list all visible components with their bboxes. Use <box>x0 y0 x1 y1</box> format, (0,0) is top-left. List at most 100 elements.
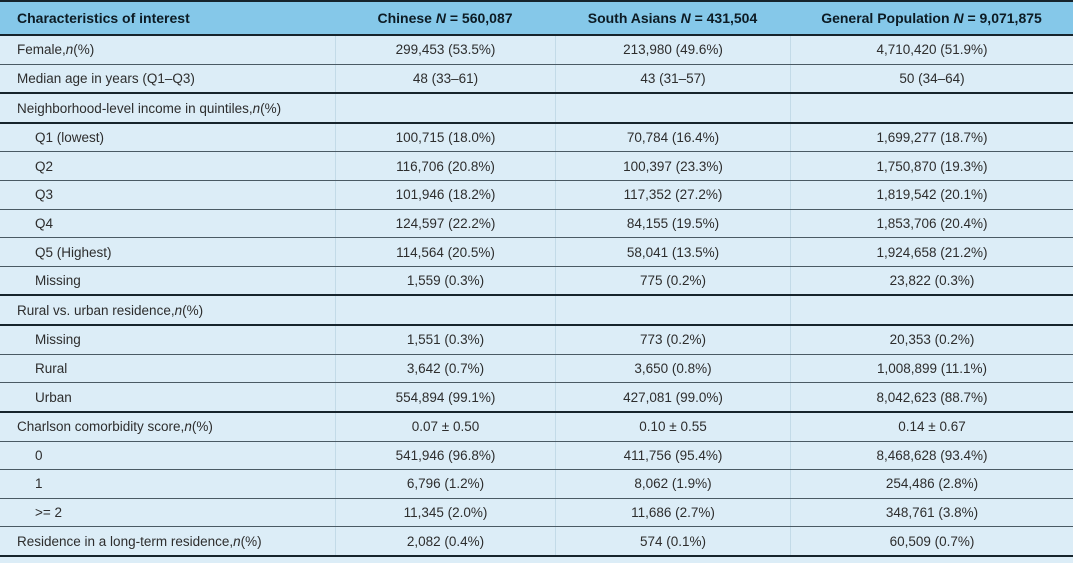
cell-general-population: 8,042,623 (88.7%) <box>790 383 1073 411</box>
cell-chinese: 3,642 (0.7%) <box>335 354 555 383</box>
row-label: Q1 (lowest) <box>35 130 105 146</box>
cell-general-population: 50 (34–64) <box>790 64 1073 93</box>
table-row-long-term-residence: Residence in a long-term residence, n (%… <box>0 527 1073 555</box>
cell-chinese: 0.07 ± 0.50 <box>335 412 555 441</box>
row-label: Median age in years (Q1–Q3) <box>17 70 195 86</box>
row-label: Charlson comorbidity score, n (%) <box>17 419 213 435</box>
table-row-median-age: Median age in years (Q1–Q3) 48 (33–61) 4… <box>0 64 1073 95</box>
cell-chinese: 2,082 (0.4%) <box>335 527 555 555</box>
table-row-q3: Q3 101,946 (18.2%) 117,352 (27.2%) 1,819… <box>0 181 1073 210</box>
cell-south-asians: 43 (31–57) <box>555 64 790 93</box>
cell-south-asians: 100,397 (23.3%) <box>555 152 790 181</box>
cell-south-asians <box>555 296 790 325</box>
cell-chinese: 6,796 (1.2%) <box>335 470 555 498</box>
cell-general-population: 8,468,628 (93.4%) <box>790 441 1073 470</box>
table-section-row-rural-urban: Rural vs. urban residence, n (%) <box>0 296 1073 327</box>
table-row-q5: Q5 (Highest) 114,564 (20.5%) 58,041 (13.… <box>0 238 1073 267</box>
header-text: = 560,087 <box>445 10 513 26</box>
table-row-urban: Urban 554,894 (99.1%) 427,081 (99.0%) 8,… <box>0 383 1073 413</box>
cell-south-asians: 117,352 (27.2%) <box>555 181 790 209</box>
cell-general-population <box>790 94 1073 122</box>
cell-chinese: 116,706 (20.8%) <box>335 152 555 181</box>
cell-chinese: 48 (33–61) <box>335 64 555 93</box>
cell-south-asians: 574 (0.1%) <box>555 527 790 555</box>
table-header-row: Characteristics of interest Chinese N = … <box>0 0 1073 36</box>
cell-chinese: 100,715 (18.0%) <box>335 123 555 152</box>
cell-general-population: 1,750,870 (19.3%) <box>790 152 1073 181</box>
cell-south-asians: 58,041 (13.5%) <box>555 238 790 266</box>
header-cell-south-asians: South Asians N = 431,504 <box>555 10 790 26</box>
cell-general-population: 348,761 (3.8%) <box>790 498 1073 527</box>
header-text-italic: N <box>953 10 964 26</box>
header-text: South Asians <box>587 10 681 26</box>
row-label: Rural <box>35 361 68 376</box>
cell-chinese: 101,946 (18.2%) <box>335 181 555 209</box>
table-row-residence-missing: Missing 1,551 (0.3%) 773 (0.2%) 20,353 (… <box>0 326 1073 355</box>
cell-south-asians: 427,081 (99.0%) <box>555 383 790 411</box>
row-label: 0 <box>35 447 43 463</box>
cell-chinese: 1,559 (0.3%) <box>335 266 555 295</box>
cell-south-asians: 775 (0.2%) <box>555 266 790 295</box>
cell-chinese: 299,453 (53.5%) <box>335 36 555 64</box>
cell-south-asians: 3,650 (0.8%) <box>555 354 790 383</box>
table-section-row-income: Neighborhood-level income in quintiles, … <box>0 94 1073 124</box>
table-row-charlson-2plus: >= 2 11,345 (2.0%) 11,686 (2.7%) 348,761… <box>0 498 1073 528</box>
cell-south-asians: 8,062 (1.9%) <box>555 470 790 498</box>
cell-south-asians <box>555 94 790 122</box>
cell-chinese: 541,946 (96.8%) <box>335 441 555 470</box>
table-body: Female, n (%) 299,453 (53.5%) 213,980 (4… <box>0 36 1073 557</box>
row-label: Missing <box>35 273 81 289</box>
header-cell-general-population: General Population N = 9,071,875 <box>790 10 1073 26</box>
cell-general-population: 1,924,658 (21.2%) <box>790 238 1073 266</box>
cell-general-population: 1,819,542 (20.1%) <box>790 181 1073 209</box>
table-row-income-missing: Missing 1,559 (0.3%) 775 (0.2%) 23,822 (… <box>0 266 1073 297</box>
cell-chinese: 11,345 (2.0%) <box>335 498 555 527</box>
cell-chinese: 554,894 (99.1%) <box>335 383 555 411</box>
cell-south-asians: 773 (0.2%) <box>555 326 790 354</box>
cell-general-population: 254,486 (2.8%) <box>790 470 1073 498</box>
table-row-q2: Q2 116,706 (20.8%) 100,397 (23.3%) 1,750… <box>0 152 1073 182</box>
table-row-female: Female, n (%) 299,453 (53.5%) 213,980 (4… <box>0 36 1073 65</box>
cell-chinese: 124,597 (22.2%) <box>335 209 555 238</box>
cell-chinese <box>335 296 555 325</box>
row-label: Female, n (%) <box>17 42 95 58</box>
row-label: Residence in a long-term residence, n (%… <box>17 533 262 549</box>
header-text: Characteristics of interest <box>17 10 190 26</box>
header-text: Chinese <box>377 10 436 26</box>
cell-south-asians: 70,784 (16.4%) <box>555 123 790 152</box>
table-row-charlson-0: 0 541,946 (96.8%) 411,756 (95.4%) 8,468,… <box>0 441 1073 471</box>
cell-south-asians: 0.10 ± 0.55 <box>555 412 790 441</box>
header-cell-chinese: Chinese N = 560,087 <box>335 10 555 26</box>
row-label: Neighborhood-level income in quintiles, … <box>17 100 282 116</box>
cell-chinese <box>335 94 555 122</box>
cell-general-population: 60,509 (0.7%) <box>790 527 1073 555</box>
row-label: Q2 <box>35 158 54 174</box>
row-label: Missing <box>35 332 81 348</box>
header-text: = 9,071,875 <box>963 10 1042 26</box>
table-row-q4: Q4 124,597 (22.2%) 84,155 (19.5%) 1,853,… <box>0 209 1073 239</box>
header-text-italic: N <box>435 10 446 26</box>
row-label: >= 2 <box>35 505 63 521</box>
header-text-italic: N <box>680 10 691 26</box>
cell-south-asians: 411,756 (95.4%) <box>555 441 790 470</box>
cell-chinese: 1,551 (0.3%) <box>335 326 555 354</box>
row-label: 1 <box>35 476 43 492</box>
table-row-q1: Q1 (lowest) 100,715 (18.0%) 70,784 (16.4… <box>0 123 1073 153</box>
cell-chinese: 114,564 (20.5%) <box>335 238 555 266</box>
row-label: Q4 <box>35 215 54 231</box>
cell-general-population <box>790 296 1073 325</box>
cell-general-population: 4,710,420 (51.9%) <box>790 36 1073 64</box>
cell-general-population: 20,353 (0.2%) <box>790 326 1073 354</box>
row-label: Q5 (Highest) <box>35 244 112 260</box>
header-text: General Population <box>821 10 954 26</box>
cell-south-asians: 84,155 (19.5%) <box>555 209 790 238</box>
cell-general-population: 0.14 ± 0.67 <box>790 412 1073 441</box>
table-row-charlson-1: 1 6,796 (1.2%) 8,062 (1.9%) 254,486 (2.8… <box>0 470 1073 499</box>
row-label: Urban <box>35 389 72 405</box>
row-label: Q3 <box>35 187 54 203</box>
cell-general-population: 1,699,277 (18.7%) <box>790 123 1073 152</box>
cell-general-population: 1,008,899 (11.1%) <box>790 354 1073 383</box>
cell-general-population: 23,822 (0.3%) <box>790 266 1073 295</box>
cell-south-asians: 11,686 (2.7%) <box>555 498 790 527</box>
